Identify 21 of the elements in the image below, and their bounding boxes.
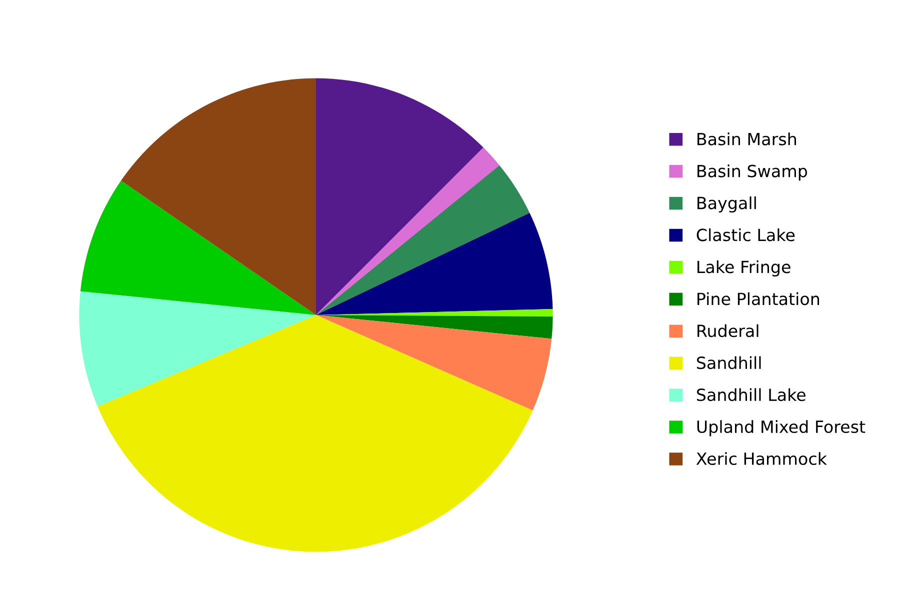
legend-label: Upland Mixed Forest (697, 420, 866, 436)
legend-label: Baygall (698, 196, 756, 213)
legend-label: Ruderal (698, 324, 758, 338)
legend-label: Sandhill (696, 356, 761, 370)
pie-slice (79, 291, 316, 406)
legend-label: Basin Marsh (698, 132, 796, 146)
legend-label: Pine Plantation (698, 292, 820, 306)
pie-slice (316, 315, 553, 339)
legend-label: Lake Fringe (698, 260, 790, 276)
legend-label: Clastic Lake (696, 228, 795, 242)
legend-label: Sandhill Lake (696, 388, 806, 402)
pie-slice (98, 315, 533, 552)
legend-label: Basin Swamp (698, 164, 808, 181)
pie-slice (316, 212, 553, 315)
pie-slice (316, 148, 500, 315)
legend-label: Xeric Hammock (696, 452, 827, 466)
pie-slice (316, 78, 484, 315)
pie-slice (120, 78, 316, 315)
pie-slice (316, 315, 552, 410)
pie-slice (316, 165, 530, 315)
pie-slice (80, 180, 316, 315)
